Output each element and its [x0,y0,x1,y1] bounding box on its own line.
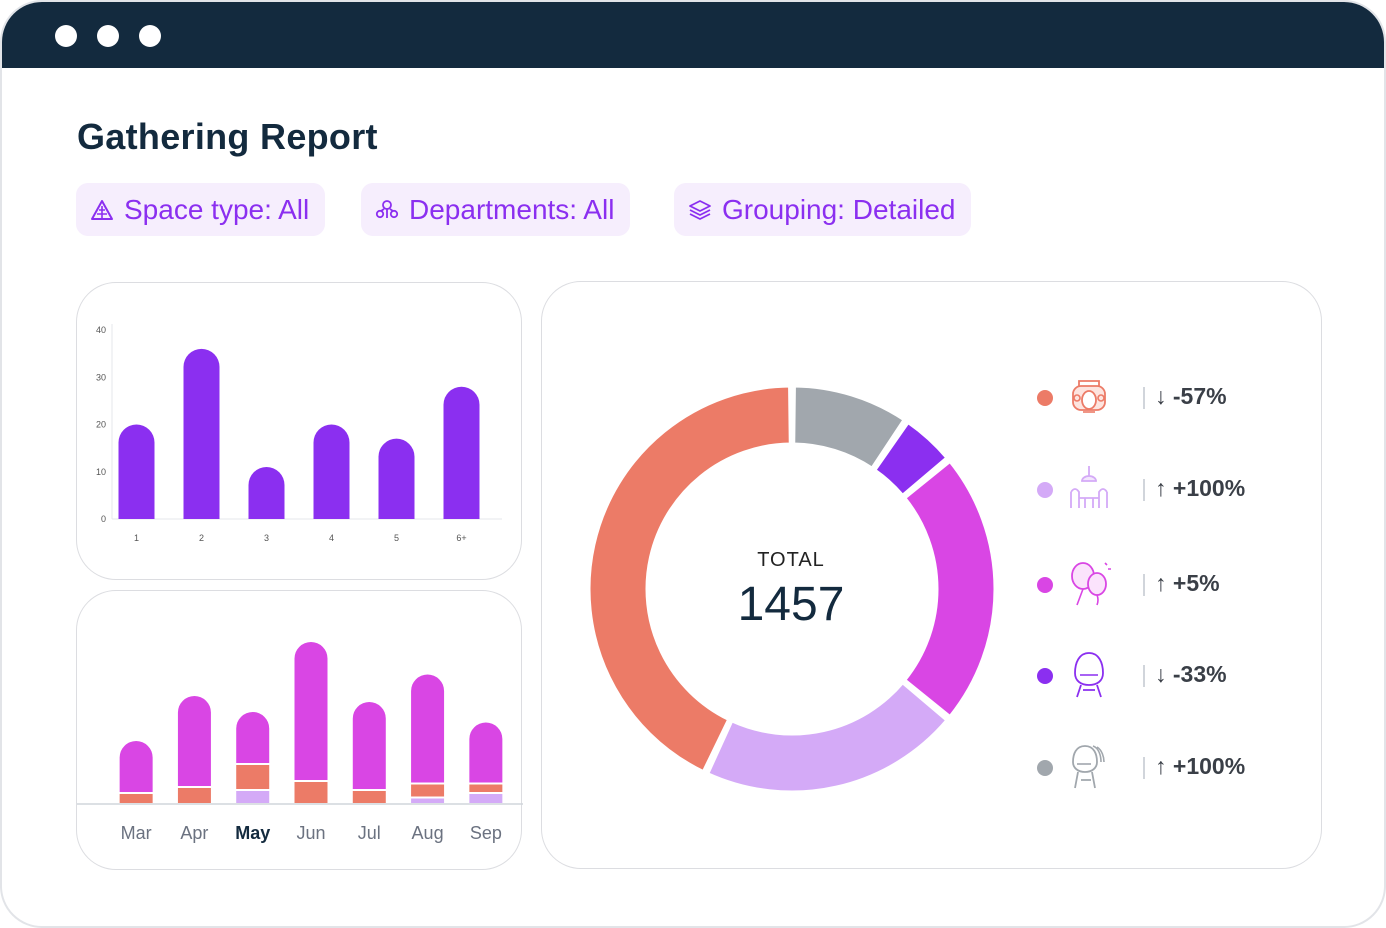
page-title: Gathering Report [77,116,378,157]
y-tick-label: 0 [101,514,106,524]
stacked-bar-segment[interactable] [411,784,445,797]
month-label[interactable]: Jul [358,823,381,843]
y-tick-label: 10 [96,467,106,477]
legend-dot [1037,668,1053,684]
stacked-bar-segment[interactable] [294,782,328,803]
stacked-bar-segment[interactable] [469,794,503,803]
legend-separator [1143,665,1145,687]
legend-separator [1143,757,1145,779]
departments-filter-label: Departments: All [409,193,615,225]
legend-item-meeting-room[interactable]: ↓ -57% [1037,372,1317,422]
legend-item-balloons[interactable]: ↑ +5% [1037,559,1317,609]
bar[interactable] [248,467,285,519]
group-size-chart-card: 0 10 20 30 40 1 2 3 4 5 6+ [76,282,522,580]
month-label[interactable]: May [235,823,270,843]
month-label[interactable]: Mar [121,823,152,843]
legend-dot [1037,577,1053,593]
window-titlebar [2,2,1384,68]
stacked-bar-segment[interactable] [236,765,270,789]
monthly-stacked-bar-chart: Mar Apr May Jun Jul Aug Sep [77,642,523,843]
group-size-bar-chart: 0 10 20 30 40 1 2 3 4 5 6+ [96,324,502,543]
stacked-bar-segment[interactable] [411,798,445,804]
legend-dot [1037,760,1053,776]
stacked-bar-segment[interactable] [352,791,386,803]
grouping-filter[interactable]: Grouping: Detailed [674,183,972,236]
x-tick-label: 6+ [456,533,466,543]
window-dot-1[interactable] [55,25,77,47]
x-tick-label: 2 [199,533,204,543]
stacked-bar-segment[interactable] [177,696,211,786]
stacked-bar-segment[interactable] [119,794,153,803]
window-dot-2[interactable] [97,25,119,47]
space-usage-donut-chart [587,384,997,794]
x-tick-label: 5 [394,533,399,543]
x-tick-label: 4 [329,533,334,543]
donut-slice[interactable] [902,459,997,719]
bar[interactable] [443,386,480,519]
donut-slice[interactable] [872,420,949,498]
donut-chart-card: TOTAL 1457 ↓ -57% [541,281,1322,869]
total-label: TOTAL [757,549,825,571]
legend-item-egg-chair[interactable]: ↓ -33% [1037,650,1317,700]
month-label[interactable]: Sep [470,823,502,843]
legend-separator [1143,574,1145,596]
legend-delta: ↓ -33% [1155,661,1227,687]
y-tick-label: 20 [96,420,106,430]
stacked-bar-segment[interactable] [236,712,270,763]
bar[interactable] [183,348,220,519]
bar[interactable] [118,424,155,520]
x-tick-label: 3 [264,533,269,543]
grouping-filter-label: Grouping: Detailed [722,193,956,225]
bar[interactable] [313,424,350,520]
legend-delta: ↑ +100% [1155,753,1246,779]
legend-separator [1143,387,1145,409]
monthly-chart-card: Mar Apr May Jun Jul Aug Sep [76,590,523,870]
y-tick-label: 30 [96,372,106,382]
legend-delta: ↓ -57% [1155,383,1227,409]
y-tick-label: 40 [96,325,106,335]
stacked-bar-segment[interactable] [236,791,270,803]
donut-slice[interactable] [792,384,907,471]
legend-item-dining-table[interactable]: ↑ +100% [1037,464,1317,514]
legend-item-stacked-chairs[interactable]: ↑ +100% [1037,742,1317,792]
egg-chair-icon [1074,652,1104,698]
legend-dot [1037,482,1053,498]
space-type-filter-label: Space type: All [124,193,310,225]
month-label[interactable]: Jun [296,823,325,843]
departments-icon [375,199,399,218]
stacked-bar-segment[interactable] [177,788,211,803]
departments-filter[interactable]: Departments: All [361,183,631,236]
stacked-chairs-icon [1072,745,1105,789]
stacked-bar-segment[interactable] [411,674,445,783]
stacked-bar-segment[interactable] [469,784,503,793]
donut-center: TOTAL 1457 [601,282,981,870]
total-value: 1457 [737,578,845,631]
legend-dot [1037,390,1053,406]
layers-icon [689,199,711,220]
dining-table-icon [1070,466,1108,508]
window-dot-3[interactable] [139,25,161,47]
month-label[interactable]: Aug [412,823,444,843]
stacked-bar-segment[interactable] [352,702,386,789]
x-tick-label: 1 [134,533,139,543]
bar[interactable] [378,438,415,519]
legend-separator [1143,479,1145,501]
month-label[interactable]: Apr [180,823,208,843]
stacked-bar-segment[interactable] [294,642,328,780]
meeting-room-icon [1072,380,1106,413]
stacked-bar-segment[interactable] [119,741,153,792]
space-type-filter[interactable]: Space type: All [76,183,326,236]
legend-delta: ↑ +100% [1155,475,1246,501]
balloons-icon [1071,562,1111,606]
legend-delta: ↑ +5% [1155,570,1220,596]
stacked-bar-segment[interactable] [469,722,503,783]
donut-slice[interactable] [587,384,792,774]
space-type-icon [91,199,113,220]
donut-slice[interactable] [705,680,949,794]
